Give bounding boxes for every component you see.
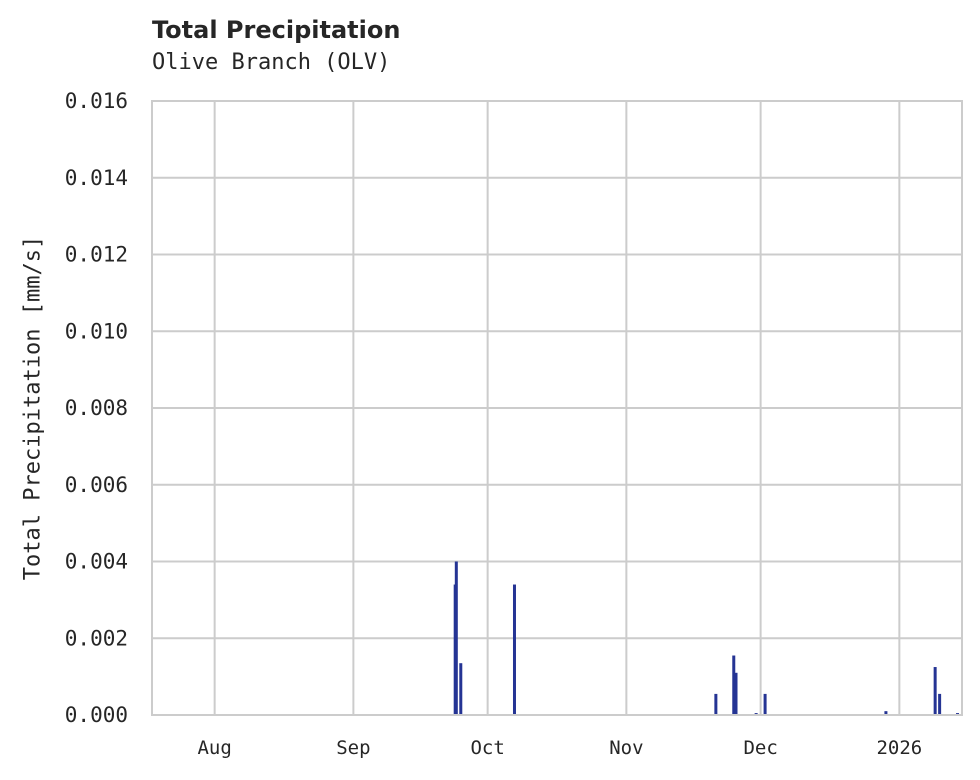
grid-lines	[152, 100, 962, 716]
y-tick-label: 0.006	[65, 473, 128, 497]
precip-bar	[512, 584, 516, 715]
y-tick-label: 0.016	[65, 89, 128, 113]
y-tick-label: 0.000	[65, 703, 128, 727]
data-bars	[453, 561, 960, 715]
y-tick-label: 0.010	[65, 319, 128, 343]
precip-bar	[459, 663, 463, 715]
y-tick-label: 0.008	[65, 396, 128, 420]
x-axis-ticks: Aug Sep Oct Nov Dec 2026	[197, 737, 922, 759]
chart-title: Total Precipitation	[152, 16, 401, 44]
x-tick-label: Sep	[336, 737, 370, 759]
y-axis-ticks: 0.000 0.002 0.004 0.006 0.008 0.010 0.012 0.014…	[65, 89, 128, 727]
precip-bar	[714, 693, 718, 715]
y-tick-label: 0.014	[65, 166, 128, 190]
x-tick-label: Dec	[743, 737, 777, 759]
x-tick-label: Nov	[609, 737, 643, 759]
precip-bar	[933, 667, 937, 715]
precip-bar	[732, 655, 736, 715]
y-tick-label: 0.004	[65, 550, 128, 574]
precip-bar	[763, 693, 767, 715]
precip-bar	[884, 711, 888, 715]
plot-frame	[151, 100, 963, 716]
y-tick-label: 0.002	[65, 626, 128, 650]
x-tick-label: Aug	[197, 737, 231, 759]
x-tick-label: Oct	[470, 737, 504, 759]
precip-bar	[734, 672, 738, 715]
y-tick-label: 0.012	[65, 243, 128, 267]
precip-bar	[938, 693, 942, 715]
chart-subtitle: Olive Branch (OLV)	[152, 50, 391, 75]
x-tick-label: 2026	[876, 737, 922, 759]
precip-bar	[454, 561, 458, 715]
